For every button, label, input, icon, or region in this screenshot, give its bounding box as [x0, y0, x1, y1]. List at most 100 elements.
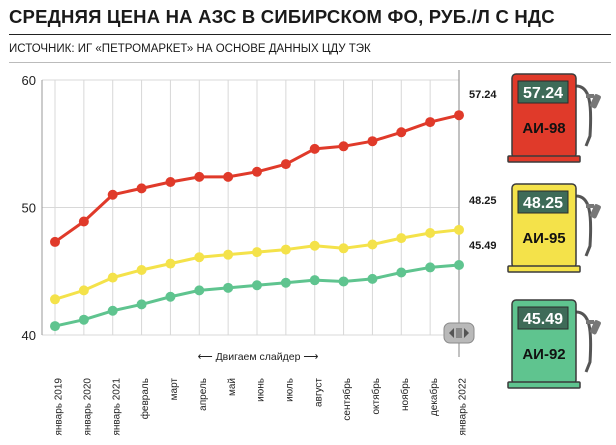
- data-point: [136, 264, 147, 275]
- data-point: [107, 305, 118, 316]
- data-point: [136, 299, 147, 310]
- data-point: [309, 240, 320, 251]
- y-axis-ticks: 40 50 60: [22, 73, 36, 343]
- data-point: [50, 236, 60, 247]
- x-tick-label: май: [227, 378, 238, 396]
- end-value-label: 48.25: [469, 195, 497, 207]
- data-point: [223, 171, 234, 182]
- data-point: [425, 262, 436, 273]
- x-tick-label: июль: [284, 378, 295, 402]
- hose-icon: [575, 194, 593, 257]
- fuel-pump: 48.25 АИ-95: [507, 183, 601, 273]
- hose-icon: [575, 310, 593, 373]
- data-point: [107, 272, 118, 283]
- pump-base: [507, 155, 581, 163]
- data-point: [252, 280, 262, 291]
- y-tick-label: 60: [22, 73, 36, 88]
- data-point: [454, 110, 464, 121]
- data-point: [425, 117, 436, 128]
- data-point: [78, 314, 89, 325]
- data-point: [194, 285, 205, 296]
- data-point: [194, 252, 205, 263]
- data-point: [78, 285, 89, 296]
- slider-hint: ⟵ Двигаем слайдер ⟶: [198, 351, 320, 363]
- chart-series: [50, 110, 464, 332]
- x-tick-label: октябрь: [370, 378, 382, 415]
- data-point: [223, 282, 234, 293]
- data-point: [252, 166, 262, 177]
- fuel-pump: 57.24 АИ-98: [507, 73, 601, 163]
- pump-price: 45.49: [523, 311, 563, 328]
- x-tick-label: июнь: [256, 378, 267, 402]
- data-point: [396, 127, 407, 138]
- data-point: [338, 141, 349, 152]
- arrow-left-icon: [449, 328, 454, 338]
- nozzle-holder-icon: [586, 94, 594, 98]
- pump-price: 48.25: [523, 195, 563, 212]
- data-point: [367, 136, 378, 147]
- data-point: [165, 291, 176, 302]
- chart-title: СРЕДНЯЯ ЦЕНА НА АЗС В СИБИРСКОМ ФО, РУБ.…: [9, 6, 555, 27]
- data-point: [454, 260, 464, 271]
- nozzle-icon: [589, 204, 601, 219]
- data-point: [252, 247, 262, 258]
- x-tick-label: январь 2022: [458, 378, 469, 436]
- pump-base: [507, 381, 581, 389]
- data-point: [223, 249, 234, 260]
- x-tick-label: август: [313, 378, 324, 407]
- pump-screen: [517, 306, 569, 330]
- data-point: [454, 224, 464, 235]
- data-point: [309, 275, 320, 286]
- end-value-label: 45.49: [469, 240, 497, 252]
- pump-fuel-label: АИ-92: [522, 346, 565, 363]
- data-point: [194, 171, 205, 182]
- y-tick-label: 40: [22, 328, 36, 343]
- subtitle-divider: [9, 62, 611, 63]
- data-point: [396, 267, 407, 278]
- data-point: [50, 294, 60, 305]
- pump-base: [507, 265, 581, 273]
- arrow-right-icon: [464, 328, 469, 338]
- fuel-pump: 45.49 АИ-92: [507, 299, 601, 389]
- data-point: [309, 143, 320, 154]
- data-point: [396, 233, 407, 244]
- nozzle-icon: [589, 320, 601, 335]
- x-tick-label: сентябрь: [341, 378, 353, 421]
- end-value-labels: 57.24 48.25 45.49: [469, 89, 497, 252]
- x-tick-label: февраль: [139, 378, 151, 419]
- data-point: [280, 244, 291, 255]
- pump-fuel-label: АИ-98: [522, 120, 565, 137]
- data-point: [50, 321, 60, 332]
- hose-icon: [575, 84, 593, 147]
- nozzle-icon: [589, 94, 601, 109]
- data-point: [338, 276, 349, 287]
- data-point: [78, 216, 89, 227]
- y-tick-label: 50: [22, 201, 36, 216]
- data-point: [107, 189, 118, 200]
- x-tick-label: январь 2021: [111, 378, 122, 436]
- fuel-pumps-legend: 57.24 АИ-98 48.25 АИ-95 45.49 АИ-92: [507, 73, 601, 389]
- chart-grid: [41, 70, 460, 357]
- data-point: [165, 258, 176, 269]
- data-point: [367, 273, 378, 284]
- data-point: [338, 243, 349, 254]
- data-point: [165, 177, 176, 187]
- x-tick-label: апрель: [198, 378, 209, 411]
- nozzle-holder-icon: [586, 204, 594, 208]
- timeline-slider: ⟵ Двигаем слайдер ⟶: [198, 322, 475, 363]
- data-point: [280, 159, 291, 170]
- nozzle-holder-icon: [586, 320, 594, 324]
- x-tick-label: январь 2019: [54, 378, 65, 436]
- data-point: [425, 228, 436, 238]
- x-tick-label: ноябрь: [399, 378, 411, 411]
- end-value-label: 57.24: [469, 89, 497, 101]
- source-note: ИСТОЧНИК: ИГ «ПЕТРОМАРКЕТ» НА ОСНОВЕ ДАН…: [9, 43, 371, 55]
- title-divider: [9, 34, 611, 35]
- x-tick-label: декабрь: [428, 378, 440, 416]
- x-tick-label: март: [169, 378, 180, 401]
- pump-fuel-label: АИ-95: [522, 230, 565, 247]
- x-tick-label: январь 2020: [82, 378, 93, 436]
- pump-screen: [517, 80, 569, 104]
- data-point: [367, 239, 378, 250]
